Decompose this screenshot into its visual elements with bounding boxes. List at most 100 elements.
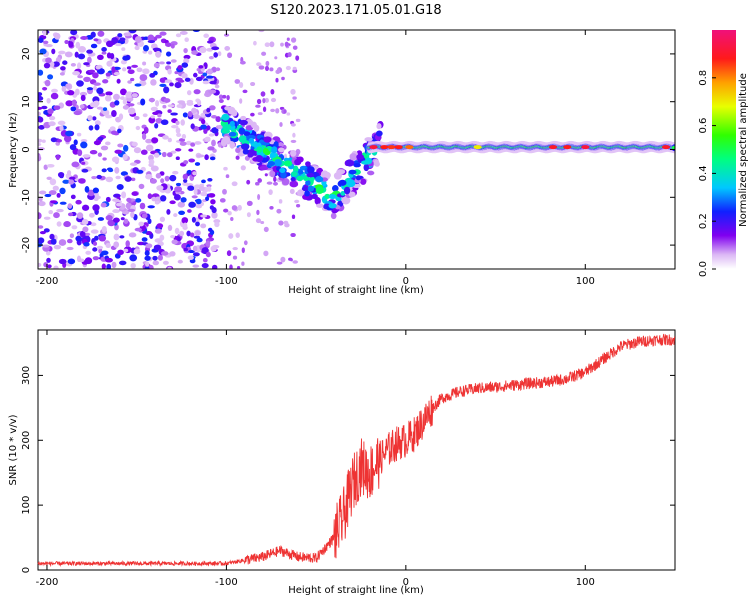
spectrogram-cell [273, 181, 278, 186]
spectrogram-cell [140, 98, 146, 106]
spectrogram-cell [264, 42, 270, 48]
spectrogram-cell [240, 60, 246, 65]
spectrogram-cell [185, 140, 192, 146]
spectrogram-cell [270, 97, 277, 103]
spectrogram-cell [53, 212, 60, 219]
spectrogram-cell [296, 204, 301, 208]
spectrogram-cell [100, 202, 107, 208]
spectrogram-cell [201, 179, 206, 184]
spectrogram-cell [156, 185, 164, 191]
spectrogram-cell [105, 91, 113, 96]
colorbar-gradient [712, 30, 736, 269]
spectrogram-cell [236, 265, 241, 269]
spectrogram-cell [278, 220, 284, 226]
spectrogram-cell [173, 194, 181, 201]
spectrogram-cell [314, 197, 321, 205]
spectrogram-marks [38, 30, 675, 269]
spectrogram-cell [141, 213, 148, 219]
spectrogram-cell [333, 171, 342, 180]
spectrogram-cell [375, 130, 383, 137]
spectrogram-cell [92, 72, 99, 79]
spectrogram-cell [290, 123, 296, 127]
spectrogram-cell [109, 126, 116, 132]
spectrogram-cell [192, 252, 200, 257]
spectrogram-cell [136, 169, 144, 174]
spectrogram-cell [90, 222, 97, 227]
spectrogram-cell [195, 204, 202, 209]
spectrogram-cell [328, 203, 337, 209]
spectrogram-cell [50, 238, 57, 245]
spectrogram-cell [229, 120, 235, 127]
spectrogram-cell [48, 121, 56, 127]
spectrogram-cell [348, 169, 357, 175]
spectrogram-cell [79, 91, 88, 97]
spectrogram-cell [205, 75, 214, 79]
spectrogram-cell [200, 223, 207, 229]
spectrogram-cell [114, 100, 120, 106]
spectrogram-cell [154, 200, 160, 205]
spectrogram-cell [294, 199, 300, 204]
snr-y-tick-label: 100 [21, 496, 32, 515]
spectrogram-cell [153, 152, 160, 158]
spectrogram-cell [166, 208, 171, 215]
spectrogram-cell [105, 242, 111, 249]
spectrogram-cell [194, 141, 202, 145]
spectrogram-cell [181, 134, 187, 140]
spectrogram-cell [113, 72, 120, 76]
spectrogram-cell [122, 55, 130, 61]
spectrogram-cell [289, 258, 293, 262]
spectrogram-cell [191, 107, 197, 114]
spectrogram-cell [116, 183, 124, 191]
spectrogram-cell [105, 72, 111, 77]
colorbar-tick-label: 0.6 [698, 118, 709, 134]
spectrogram-cell [203, 128, 208, 134]
spectrogram-cell [48, 190, 57, 196]
spectrogram-cell [127, 80, 132, 84]
spectrogram-cell [287, 52, 292, 58]
spectrogram-cell [263, 136, 272, 143]
spectrogram-cell [58, 239, 67, 246]
spectrogram-cell [200, 214, 208, 218]
spectrogram-cell [46, 97, 51, 104]
spectrogram-cell [53, 265, 59, 269]
snr-x-label: Height of straight line (km) [288, 585, 424, 596]
spectrogram-cell [142, 68, 150, 75]
spectrogram-cell [223, 33, 230, 37]
spectrogram-cell [270, 108, 276, 113]
spectrogram-y-tick-label: 0 [21, 146, 32, 152]
spectrogram-cell [202, 72, 208, 77]
spectrogram-cell [170, 150, 177, 154]
spectrogram-cell [134, 83, 142, 87]
spectrogram-cell [123, 144, 129, 152]
spectrogram-cell [153, 62, 160, 68]
spectrogram-cell [67, 258, 76, 265]
spectrogram-cell [105, 40, 114, 48]
spectrogram-cell [150, 115, 156, 119]
spectrogram-cell [64, 39, 69, 45]
spectrogram-cell [118, 113, 124, 121]
spectrogram-cell [194, 162, 201, 166]
spectrogram-cell [198, 65, 204, 69]
spectrogram-cell [148, 264, 154, 269]
spectrogram-cell [211, 211, 218, 219]
spectrogram-cell [264, 65, 270, 71]
spectrogram-x-tick-label: -100 [215, 276, 238, 287]
spectrogram-cell [167, 68, 172, 75]
spectrogram-cell [141, 237, 148, 242]
spectrogram-cell [276, 208, 282, 214]
spectrogram-cell [144, 255, 151, 261]
spectrogram-cell [269, 170, 276, 178]
spectrogram-cell [38, 237, 45, 244]
spectrogram-cell [208, 105, 216, 111]
spectrogram-cell [38, 153, 41, 161]
snr-frame [37, 329, 676, 571]
spectrogram-cell [343, 186, 351, 195]
spectrogram-cell [68, 41, 74, 48]
spectrogram-cell [232, 255, 238, 260]
spectrogram-cell [128, 30, 137, 34]
spectrogram-cell [102, 79, 109, 84]
spectrogram-cell [134, 36, 142, 43]
colorbar-ticks: 0.0 0.2 0.4 0.6 0.8 [698, 70, 716, 277]
spectrogram-cell [263, 226, 269, 233]
